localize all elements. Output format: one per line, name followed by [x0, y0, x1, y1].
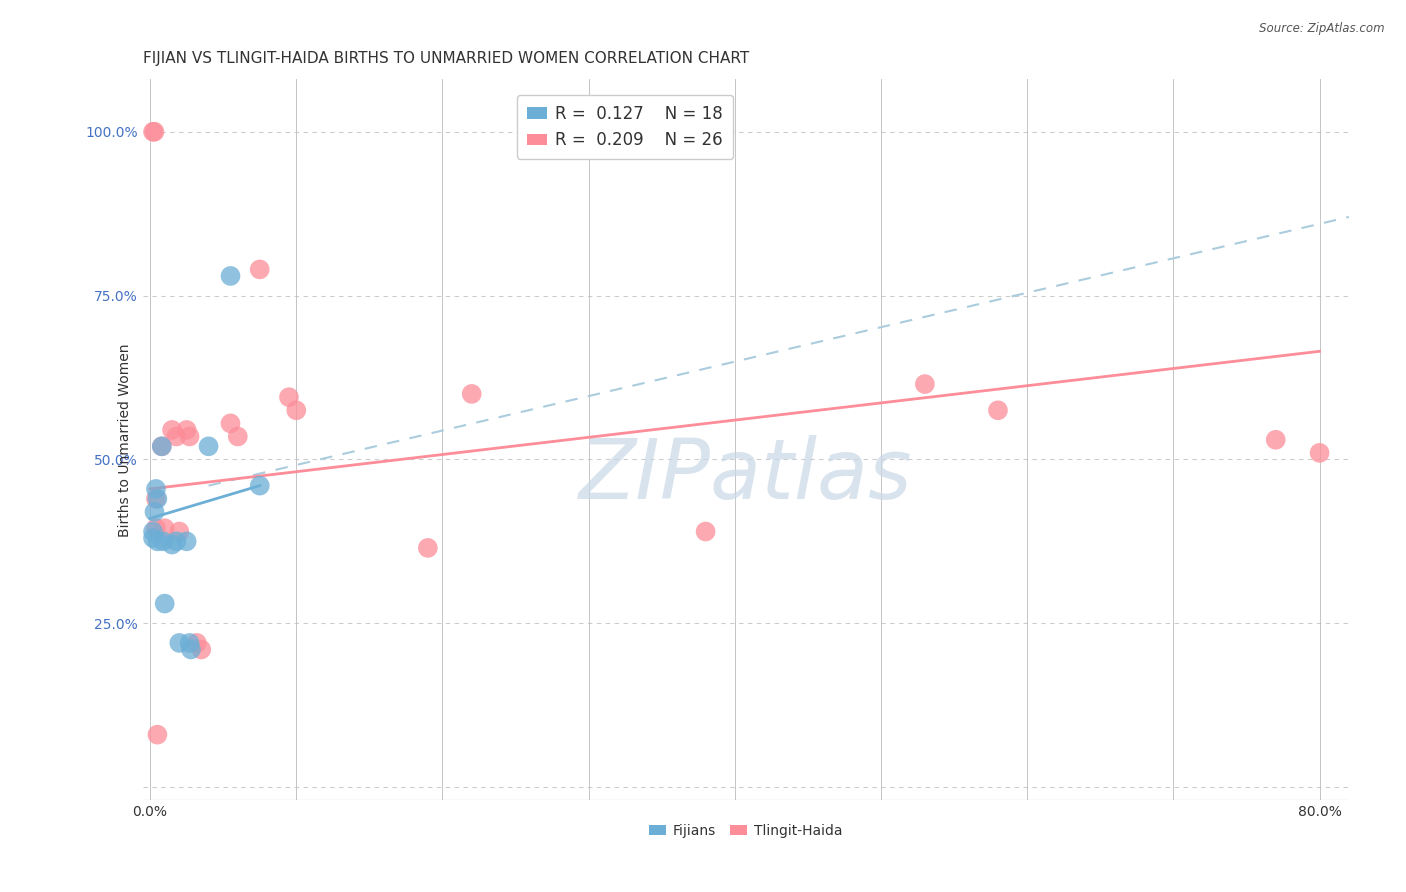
Point	[169, 636, 191, 650]
Point	[146, 491, 169, 506]
Point	[143, 505, 166, 519]
Point	[219, 417, 242, 431]
Point	[1309, 446, 1331, 460]
Point	[186, 636, 208, 650]
Point	[285, 403, 308, 417]
Point	[165, 534, 187, 549]
Point	[146, 534, 169, 549]
Point	[176, 534, 198, 549]
Point	[142, 524, 165, 539]
Point	[219, 268, 242, 283]
Point	[695, 524, 717, 539]
Y-axis label: Births to Unmarried Women: Births to Unmarried Women	[118, 343, 132, 536]
Point	[165, 429, 187, 443]
Text: FIJIAN VS TLINGIT-HAIDA BIRTHS TO UNMARRIED WOMEN CORRELATION CHART: FIJIAN VS TLINGIT-HAIDA BIRTHS TO UNMARR…	[143, 51, 749, 66]
Point	[145, 482, 167, 496]
Point	[145, 521, 167, 535]
Point	[190, 642, 212, 657]
Point	[142, 531, 165, 545]
Point	[169, 524, 191, 539]
Point	[150, 439, 173, 453]
Point	[153, 521, 176, 535]
Point	[914, 377, 936, 392]
Text: Source: ZipAtlas.com: Source: ZipAtlas.com	[1260, 22, 1385, 36]
Point	[180, 642, 202, 657]
Point	[226, 429, 249, 443]
Point	[176, 423, 198, 437]
Point	[179, 636, 201, 650]
Point	[1264, 433, 1286, 447]
Point	[249, 478, 271, 492]
Point	[249, 262, 271, 277]
Point	[142, 125, 165, 139]
Point	[278, 390, 301, 404]
Point	[146, 728, 169, 742]
Text: ZIPatlas: ZIPatlas	[579, 435, 912, 516]
Point	[145, 491, 167, 506]
Point	[152, 534, 174, 549]
Point	[460, 387, 482, 401]
Point	[179, 429, 201, 443]
Legend: Fijians, Tlingit-Haida: Fijians, Tlingit-Haida	[644, 819, 848, 844]
Point	[153, 597, 176, 611]
Point	[197, 439, 219, 453]
Point	[416, 541, 439, 555]
Point	[160, 423, 183, 437]
Point	[150, 439, 173, 453]
Point	[987, 403, 1010, 417]
Point	[143, 125, 166, 139]
Point	[160, 538, 183, 552]
